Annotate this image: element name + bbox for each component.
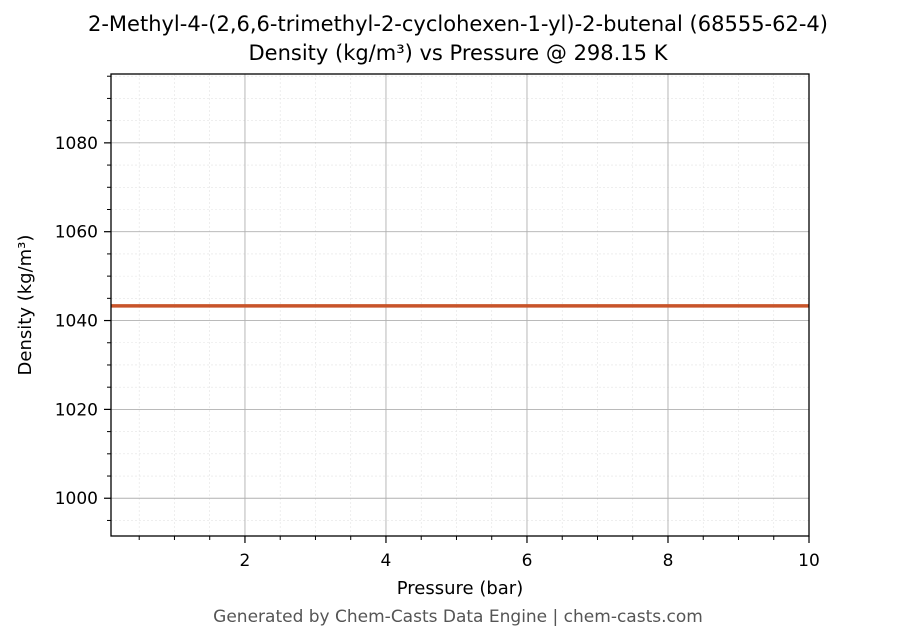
x-axis-label: Pressure (bar) (397, 578, 523, 599)
y-tick-label: 1020 (55, 400, 98, 420)
x-tick-label: 2 (240, 551, 251, 571)
axis-ticks: 2 4 6 8 10 1000 1020 1040 1060 1080 (55, 75, 820, 571)
chart-subtitle: Density (kg/m³) vs Pressure @ 298.15 K (248, 41, 668, 65)
y-tick-label: 1060 (55, 223, 98, 243)
x-tick-label: 8 (663, 551, 674, 571)
y-tick-label: 1000 (55, 489, 98, 509)
x-tick-label: 10 (798, 551, 820, 571)
y-tick-label: 1080 (55, 134, 98, 154)
x-tick-label: 6 (522, 551, 533, 571)
footer-credit: Generated by Chem-Casts Data Engine | ch… (213, 607, 703, 627)
y-tick-label: 1040 (55, 312, 98, 332)
plot-frame (110, 73, 810, 537)
chart-title: 2-Methyl-4-(2,6,6-trimethyl-2-cyclohexen… (87, 12, 828, 36)
y-axis-label: Density (kg/m³) (15, 235, 36, 376)
minor-grid (111, 74, 809, 536)
x-tick-label: 4 (381, 551, 392, 571)
